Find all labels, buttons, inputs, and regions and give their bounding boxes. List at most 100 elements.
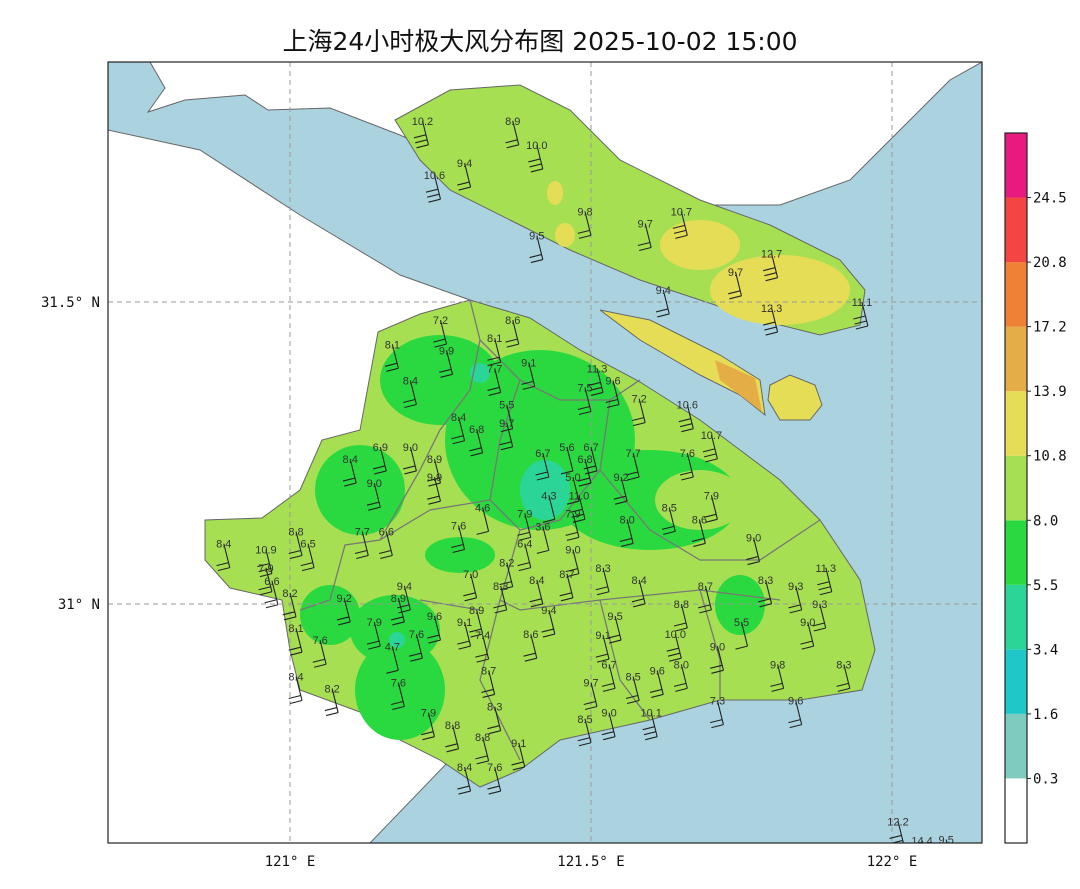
wind-barb-icon bbox=[649, 670, 664, 698]
wind-barb-icon bbox=[605, 380, 620, 409]
wind-barb-icon bbox=[559, 573, 574, 602]
station: 8.8 bbox=[674, 599, 689, 632]
wind-barb-icon bbox=[800, 621, 815, 650]
station-value: 7.7 bbox=[355, 527, 370, 539]
colorbar-segment bbox=[1005, 778, 1027, 843]
station: 7.6 bbox=[312, 635, 328, 668]
colorbar-segment bbox=[1005, 455, 1027, 521]
station-value: 9.3 bbox=[812, 599, 827, 611]
station: 7.3 bbox=[710, 696, 725, 729]
station: 9.6 bbox=[427, 611, 442, 644]
wind-barb-icon bbox=[493, 585, 508, 614]
station: 8.6 bbox=[691, 514, 707, 547]
wind-barb-icon bbox=[457, 621, 472, 650]
station: 7.9 bbox=[517, 508, 532, 541]
station: 9.0 bbox=[367, 478, 382, 511]
station-value: 8.4 bbox=[403, 376, 418, 388]
station: 9.4 bbox=[541, 605, 557, 638]
station: 9.0 bbox=[601, 708, 617, 741]
wind-barb-icon bbox=[288, 628, 303, 656]
station: 9.2 bbox=[613, 472, 629, 505]
station-value: 7.2 bbox=[433, 315, 448, 327]
wind-barb-icon bbox=[390, 597, 405, 626]
wind-barb-icon bbox=[577, 387, 592, 416]
station: 9.2 bbox=[337, 593, 352, 626]
station: 8.4 bbox=[288, 671, 304, 705]
station: 6.7 bbox=[583, 442, 599, 475]
wind-barb-icon bbox=[476, 507, 490, 535]
station: 8.3 bbox=[595, 563, 611, 596]
station: 9.3 bbox=[788, 581, 803, 614]
wind-barb-icon bbox=[566, 477, 580, 505]
colorbar-segment bbox=[1005, 713, 1027, 779]
station: 9.3 bbox=[812, 599, 827, 632]
wind-barb-icon bbox=[487, 766, 502, 795]
station-value: 6.5 bbox=[300, 539, 315, 551]
changxing-island bbox=[599, 309, 766, 417]
station-value: 7.6 bbox=[680, 448, 695, 460]
station-value: 9.2 bbox=[337, 593, 352, 605]
station: 10.1 bbox=[640, 708, 662, 741]
station: 8.9 bbox=[427, 454, 442, 487]
station: 9.8 bbox=[577, 206, 593, 239]
station-value: 7.7 bbox=[625, 448, 640, 460]
station: 9.9 bbox=[427, 472, 442, 505]
station-value: 8.9 bbox=[469, 605, 484, 617]
station: 8.7 bbox=[698, 581, 713, 614]
wind-barb-icon bbox=[595, 634, 610, 663]
wind-barb-icon bbox=[788, 700, 803, 729]
station-value: 9.0 bbox=[800, 617, 815, 629]
wind-barb-icon bbox=[710, 700, 724, 729]
wind-barb-icon bbox=[601, 664, 616, 692]
wind-barb-icon bbox=[312, 640, 327, 668]
station-value: 6.9 bbox=[373, 442, 388, 454]
station-value: 9.1 bbox=[521, 357, 536, 369]
station: 6.6 bbox=[379, 527, 394, 560]
station-value: 9.7 bbox=[583, 678, 598, 690]
station: 9.5 bbox=[607, 611, 623, 644]
station-value: 9.6 bbox=[788, 696, 803, 708]
station: 12.2 bbox=[887, 816, 909, 843]
low-wind-shading bbox=[389, 363, 570, 648]
station: 11.3 bbox=[815, 563, 836, 596]
wind-barb-icon bbox=[523, 634, 538, 662]
wind-barb-icon bbox=[625, 676, 640, 705]
station: 9.0 bbox=[565, 545, 581, 578]
station: 10.2 bbox=[412, 116, 433, 149]
station: 8.8 bbox=[445, 720, 460, 753]
station: 9.1 bbox=[595, 630, 611, 663]
station: 6.4 bbox=[517, 539, 532, 572]
wind-barb-icon bbox=[445, 724, 460, 753]
station: 7.6 bbox=[680, 448, 695, 481]
lon-tick-label: 122° E bbox=[867, 854, 918, 870]
station: 8.5 bbox=[625, 671, 641, 705]
station-value: 10.9 bbox=[255, 545, 276, 557]
station-value: 7.9 bbox=[258, 563, 273, 575]
colorbar-segment bbox=[1005, 391, 1027, 456]
station: 7.9 bbox=[704, 490, 719, 523]
station: 7.0 bbox=[463, 569, 478, 602]
station: 10.7 bbox=[701, 430, 722, 463]
station-value: 10.7 bbox=[701, 430, 722, 442]
station: 4.7 bbox=[385, 641, 400, 674]
wind-barb-icon bbox=[619, 519, 634, 547]
station-value: 11.0 bbox=[569, 490, 590, 502]
station-value: 10.1 bbox=[640, 708, 661, 720]
station-value: 7.0 bbox=[463, 569, 478, 581]
wind-barb-icon bbox=[433, 319, 448, 348]
wind-barb-icon bbox=[577, 718, 592, 747]
station-value: 5.5 bbox=[734, 617, 749, 629]
station-value: 10.6 bbox=[424, 170, 445, 182]
station: 8.5 bbox=[577, 714, 593, 747]
station: 9.5 bbox=[529, 231, 544, 264]
wind-barb-icon bbox=[511, 742, 526, 771]
wind-barb-icon bbox=[583, 682, 598, 711]
station: 7.6 bbox=[391, 678, 406, 711]
wind-barb-icon bbox=[691, 519, 706, 547]
wind-barb-icon bbox=[451, 525, 466, 554]
wind-barb-icon bbox=[536, 526, 550, 554]
hengsha-island bbox=[767, 374, 823, 421]
station-value: 9.7 bbox=[499, 418, 514, 430]
station-value: 8.3 bbox=[758, 575, 773, 587]
